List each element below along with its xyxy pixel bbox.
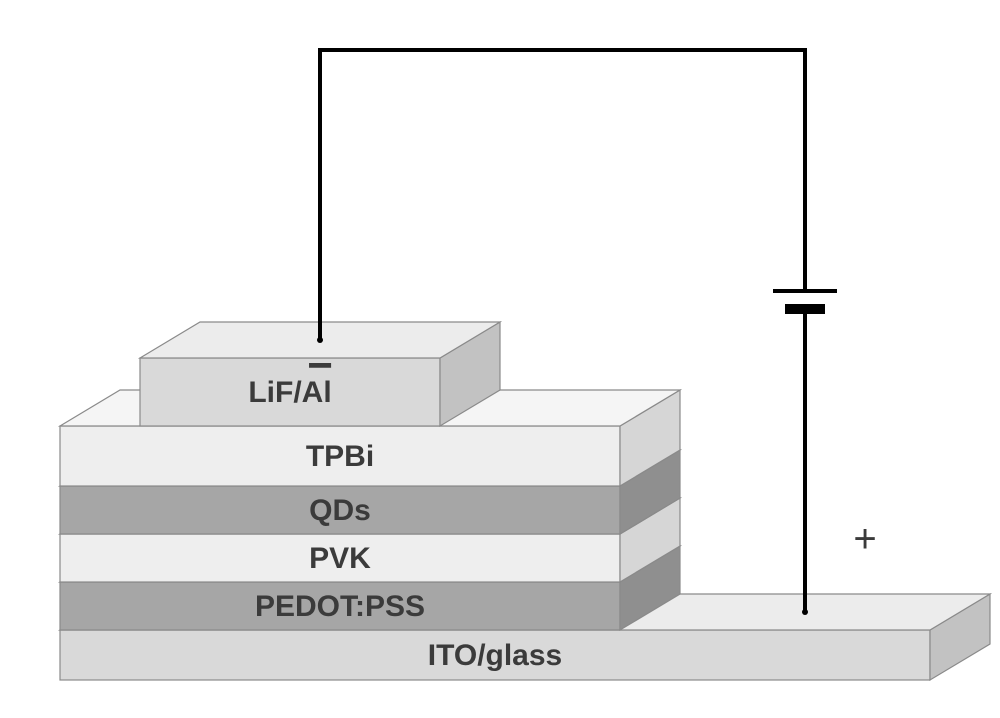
layer-label-tpbi: TPBi <box>306 440 374 473</box>
neg-label: − <box>307 341 333 390</box>
layer-label-pedot: PEDOT:PSS <box>255 590 425 623</box>
device-diagram: ITO/glassPEDOT:PSSPVKQDsTPBiLiF/Al−+ <box>0 0 1000 718</box>
layer-label-ito: ITO/glass <box>428 639 563 672</box>
layer-label-qds: QDs <box>309 494 371 527</box>
layer-label-pvk: PVK <box>309 542 371 575</box>
pos-label: + <box>853 517 876 561</box>
contact-pos <box>802 609 808 615</box>
